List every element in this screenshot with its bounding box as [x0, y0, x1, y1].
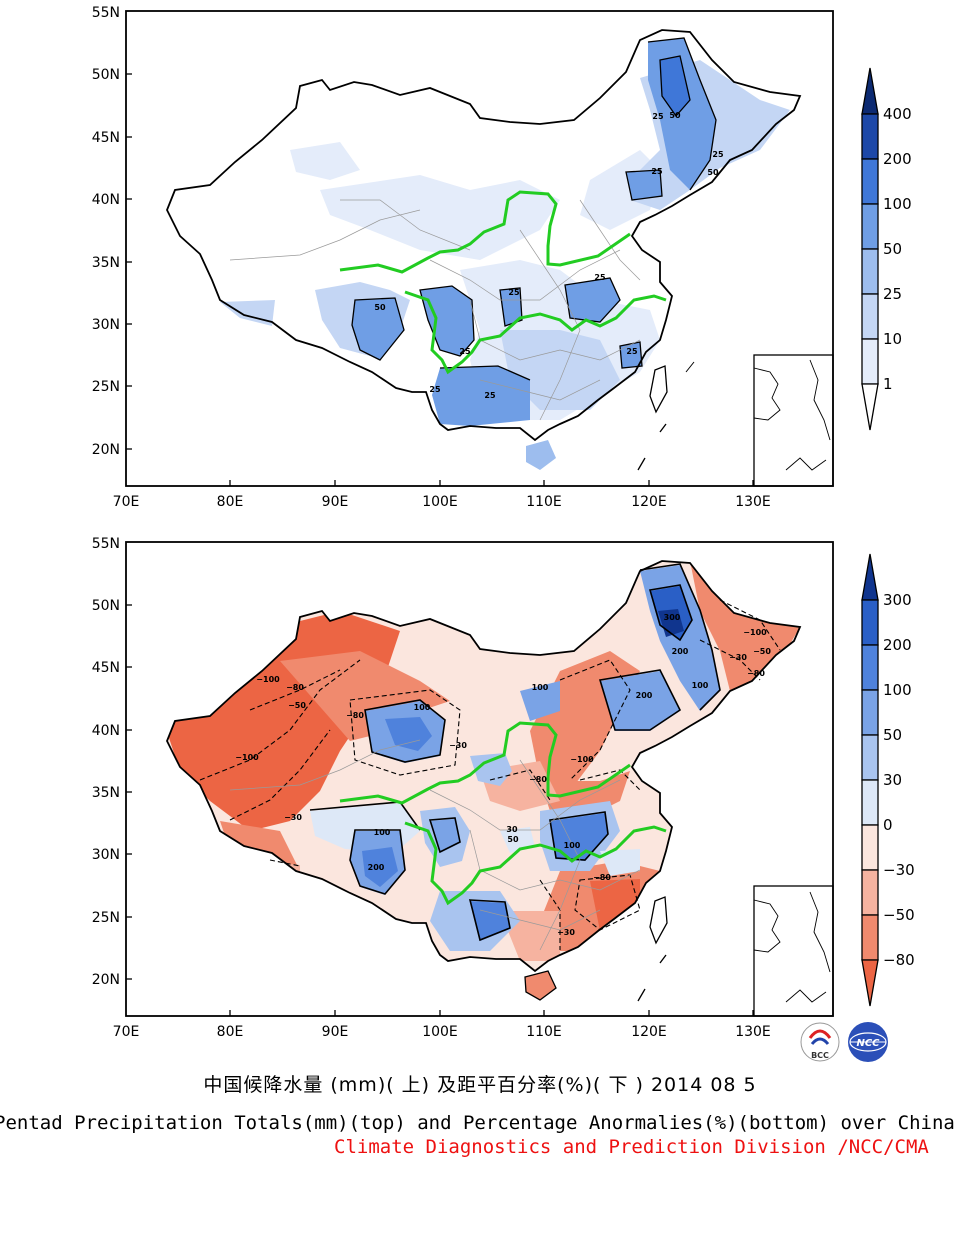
lat-label: 40N [92, 192, 120, 208]
lat-label: 45N [92, 130, 120, 146]
bottom-colorbar [861, 553, 879, 1007]
contour-label: 30 [506, 825, 518, 834]
lon-label: 110E [526, 1024, 562, 1040]
contour-label: −30 [449, 741, 467, 750]
contour-label: 100 [374, 828, 391, 837]
colorbar-label: 30 [883, 771, 902, 789]
colorbar-label: 200 [883, 150, 912, 168]
contour-label: −100 [256, 675, 280, 684]
contour-label: 25 [484, 391, 496, 400]
contour-label: −80 [529, 775, 547, 784]
lon-label: 120E [631, 494, 667, 510]
south-china-sea-inset [753, 885, 834, 1017]
colorbar-label: 25 [883, 285, 902, 303]
bottom-anomaly-map: 300 200 100 −100 −80 −50 −30 100 200 −10… [92, 536, 915, 1040]
lat-label: 45N [92, 660, 120, 676]
lat-label: 30N [92, 317, 120, 333]
colorbar-label: 10 [883, 330, 902, 348]
lon-label: 130E [735, 494, 771, 510]
contour-label: 100 [564, 841, 581, 850]
lon-label: 90E [322, 1024, 349, 1040]
bcc-logo-text: BCC [811, 1051, 829, 1060]
contour-label: 25 [429, 385, 441, 394]
contour-label: −100 [570, 755, 594, 764]
lon-label: 110E [526, 494, 562, 510]
chinese-title: 中国候降水量 (mm)( 上) 及距平百分率(%)( 下 ) 2014 08 5 [203, 1074, 757, 1096]
colorbar-label: 100 [883, 195, 912, 213]
contour-label: −30 [557, 928, 575, 937]
contour-label: 25 [651, 167, 663, 176]
contour-label: 50 [707, 168, 719, 177]
contour-label: 50 [669, 111, 681, 120]
ncc-logo-text: NCC [856, 1038, 880, 1049]
colorbar-label: −30 [883, 861, 915, 879]
contour-label: 200 [672, 647, 689, 656]
contour-label: 25 [594, 273, 606, 282]
colorbar-label: 200 [883, 636, 912, 654]
contour-label: 300 [664, 613, 681, 622]
colorbar-label: 400 [883, 105, 912, 123]
contour-label: 25 [652, 112, 664, 121]
lon-label: 80E [217, 1024, 244, 1040]
top-colorbar [861, 67, 879, 431]
lat-label: 50N [92, 67, 120, 83]
lon-label: 120E [631, 1024, 667, 1040]
contour-label: −50 [753, 647, 771, 656]
lat-label: 30N [92, 847, 120, 863]
lat-label: 55N [92, 536, 120, 552]
contour-label: 200 [636, 691, 653, 700]
contour-label: 25 [508, 288, 520, 297]
south-china-sea-inset [753, 354, 834, 487]
colorbar-label: −50 [883, 906, 915, 924]
colorbar-label: 100 [883, 681, 912, 699]
contour-label: −80 [346, 711, 364, 720]
lat-label: 50N [92, 598, 120, 614]
colorbar-label: 50 [883, 240, 902, 258]
colorbar-label: 0 [883, 816, 893, 834]
colorbar-label: 1 [883, 375, 893, 393]
contour-label: 200 [368, 863, 385, 872]
lon-label: 100E [422, 494, 458, 510]
lat-label: 55N [92, 5, 120, 21]
colorbar-label: −80 [883, 951, 915, 969]
lat-label: 35N [92, 255, 120, 271]
contour-label: 100 [532, 683, 549, 692]
lat-label: 20N [92, 442, 120, 458]
lon-label: 70E [113, 1024, 140, 1040]
top-precip-map: 25 50 25 50 25 25 25 50 25 25 25 25 55N … [92, 5, 912, 510]
contour-label: −30 [729, 653, 747, 662]
logos: BCC NCC [800, 1022, 888, 1062]
english-title: Pentad Precipitation Totals(mm)(top) and… [0, 1112, 955, 1134]
contour-label: −80 [593, 873, 611, 882]
contour-label: −100 [743, 628, 767, 637]
lat-label: 25N [92, 910, 120, 926]
contour-label: 25 [712, 150, 724, 159]
colorbar-label: 300 [883, 591, 912, 609]
contour-label: −80 [747, 669, 765, 678]
org-credit: Climate Diagnostics and Prediction Divis… [334, 1136, 929, 1158]
contour-label: 100 [414, 703, 431, 712]
lat-label: 35N [92, 785, 120, 801]
ncc-logo: NCC [848, 1022, 888, 1062]
contour-label: 100 [692, 681, 709, 690]
contour-label: −30 [284, 813, 302, 822]
contour-label: −80 [286, 683, 304, 692]
lon-label: 100E [422, 1024, 458, 1040]
contour-label: 50 [507, 835, 519, 844]
contour-label: −50 [288, 701, 306, 710]
contour-label: 25 [459, 347, 471, 356]
lat-label: 20N [92, 972, 120, 988]
bcc-logo: BCC [800, 1022, 840, 1062]
lat-label: 25N [92, 379, 120, 395]
contour-label: −100 [235, 753, 259, 762]
colorbar-label: 50 [883, 726, 902, 744]
contour-label: 50 [374, 303, 386, 312]
contour-label: 25 [626, 347, 638, 356]
lat-label: 40N [92, 723, 120, 739]
lon-label: 90E [322, 494, 349, 510]
lon-label: 70E [113, 494, 140, 510]
lon-label: 130E [735, 1024, 771, 1040]
lon-label: 80E [217, 494, 244, 510]
